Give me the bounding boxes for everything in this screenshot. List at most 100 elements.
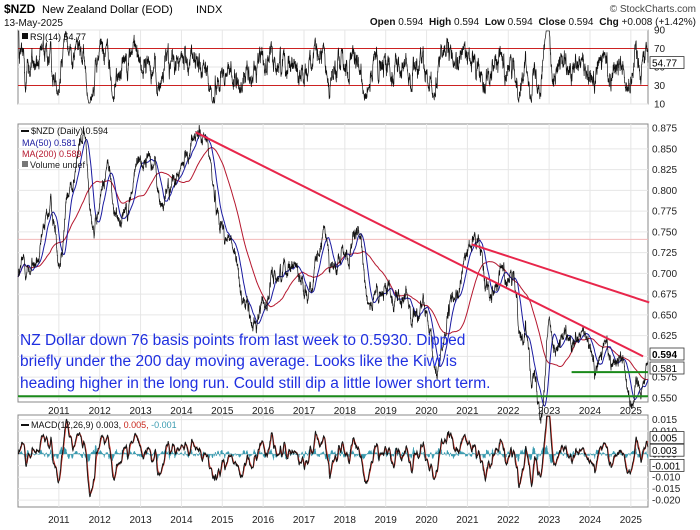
- exchange: INDX: [196, 4, 223, 16]
- x-tick-label: 2013: [129, 406, 152, 417]
- legend-ma50: MA(50) 0.581: [22, 138, 77, 148]
- price-y-tick: 0.775: [652, 207, 677, 218]
- macd-legend: MACD(12,26,9) 0.003, 0.005, -0.001: [21, 420, 177, 430]
- x-tick-label: 2023: [538, 515, 561, 526]
- chg-label: Chg: [599, 17, 618, 28]
- symbol: $NZD: [4, 2, 36, 16]
- rsi-y-tick: 10: [654, 100, 666, 111]
- x-tick-label: 2022: [497, 515, 520, 526]
- rsi-label: RSI(14) 54.77: [30, 32, 86, 42]
- chg-value: +0.008 (+1.42%): [622, 17, 697, 28]
- annotation-line-1: NZ Dollar down 76 basis points from last…: [20, 332, 465, 349]
- legend-volume-swatch: [22, 161, 28, 167]
- macd-label-signal: 0.005,: [124, 420, 149, 430]
- resistance-trendline: [471, 243, 650, 304]
- rsi-legend: RSI(14) 54.77: [22, 32, 86, 42]
- price-line: [17, 124, 649, 424]
- rsi-line: [18, 30, 649, 104]
- macd-tag-signal: 0.005: [649, 431, 685, 445]
- rsi-layer: [18, 30, 649, 104]
- rsi-value-tag-box: [649, 56, 685, 69]
- price-y-tick: 0.575: [652, 373, 677, 384]
- x-tick-label: 2022: [497, 406, 520, 417]
- x-tick-label: 2014: [170, 406, 193, 417]
- macd-tag-macd-box: [649, 443, 685, 457]
- open-value: 0.594: [398, 17, 423, 28]
- price-tag-close-box: [649, 347, 685, 361]
- price-panel-frame: [17, 123, 649, 403]
- macd-tag-hist-box: [649, 458, 685, 472]
- x-tick-label: 2017: [293, 515, 316, 526]
- rsi-y-tick: 30: [654, 81, 666, 92]
- macd-tag-hist-text: -0.001: [652, 461, 681, 472]
- price-layer: [17, 124, 650, 424]
- x-tick-label: 2013: [129, 515, 152, 526]
- macd-label-hist: -0.001: [151, 420, 177, 430]
- x-tick-label: 2016: [252, 406, 275, 417]
- x-tick-label: 2021: [456, 406, 479, 417]
- macd-y-tick: -0.020: [652, 496, 681, 507]
- x-tick-label: 2020: [415, 406, 438, 417]
- price-legend: $NZD (Daily) 0.594 MA(50) 0.581 MA(200) …: [21, 126, 108, 170]
- chart-date: 13-May-2025: [4, 18, 63, 29]
- close-label: Close: [538, 17, 566, 28]
- x-tick-label: 2023: [538, 406, 561, 417]
- price-tag-ma50: 0.581: [649, 361, 685, 375]
- instrument-name: New Zealand Dollar (EOD): [42, 4, 173, 16]
- rsi-legend-swatch: [22, 33, 28, 39]
- high-label: High: [429, 17, 451, 28]
- resistance-trendline: [195, 131, 644, 358]
- x-tick-label: 2015: [211, 515, 234, 526]
- price-tag-ma50-text: 0.581: [652, 364, 677, 375]
- macd-y-tick: 0.015: [652, 415, 677, 426]
- x-tick-label: 2015: [211, 406, 234, 417]
- macd-tag-macd-text: 0.003: [652, 446, 677, 457]
- macd-line: [17, 415, 649, 498]
- macd-signal-line: [17, 415, 649, 495]
- x-tick-label: 2018: [334, 515, 357, 526]
- x-tick-label: 2012: [89, 515, 112, 526]
- ohlc-line: Open 0.594 High 0.594 Low 0.594 Close 0.…: [370, 17, 696, 28]
- x-tick-label: 2021: [456, 515, 479, 526]
- x-tick-label: 2019: [375, 515, 398, 526]
- rsi-value-tag-text: 54.77: [652, 59, 677, 70]
- rsi-value-tag: 54.77: [649, 56, 685, 70]
- macd-y-tick: -0.015: [652, 484, 681, 495]
- macd-label-name: MACD(12,26,9): [31, 420, 94, 430]
- x-tick-label: 2020: [415, 515, 438, 526]
- legend-volume: Volume undef: [30, 160, 86, 170]
- axis-layer: 2011 2011 2012 2012 2013 2013 2014 2014 2015 2015…: [48, 26, 681, 527]
- macd-tag-hist: -0.001: [649, 458, 685, 472]
- grid-layer: [18, 29, 648, 507]
- price-y-tick: 0.800: [652, 186, 677, 197]
- x-tick-label: 2025: [620, 515, 643, 526]
- x-tick-label: 2017: [293, 406, 316, 417]
- x-tick-label: 2024: [579, 406, 602, 417]
- price-y-tick: 0.725: [652, 248, 677, 259]
- price-tag-close-text: 0.594: [652, 350, 677, 361]
- x-tick-label: 2011: [48, 406, 70, 417]
- x-tick-label: 2011: [48, 515, 70, 526]
- x-tick-label: 2018: [334, 406, 357, 417]
- price-y-tick: 0.875: [652, 124, 677, 135]
- price-y-tick: 0.700: [652, 269, 677, 280]
- x-tick-label: 2025: [620, 406, 643, 417]
- price-tag-ma50-box: [649, 361, 685, 375]
- macd-label: MACD(12,26,9) 0.003, 0.005, -0.001: [31, 420, 177, 430]
- rsi-y-tick: 70: [654, 44, 666, 55]
- high-value: 0.594: [454, 17, 479, 28]
- price-y-tick: 0.750: [652, 227, 677, 238]
- x-tick-label: 2016: [252, 515, 275, 526]
- open-label: Open: [370, 17, 396, 28]
- price-y-tick: 0.850: [652, 144, 677, 155]
- watermark: © StockCharts.com: [610, 4, 696, 15]
- low-value: 0.594: [508, 17, 533, 28]
- annotation-line-2: briefly under the 200 day moving average…: [20, 353, 457, 370]
- price-y-tick: 0.550: [652, 393, 677, 404]
- macd-y-tick: -0.010: [652, 473, 681, 484]
- legend-ma200: MA(200) 0.589: [22, 149, 82, 159]
- price-y-tick: 0.675: [652, 290, 677, 301]
